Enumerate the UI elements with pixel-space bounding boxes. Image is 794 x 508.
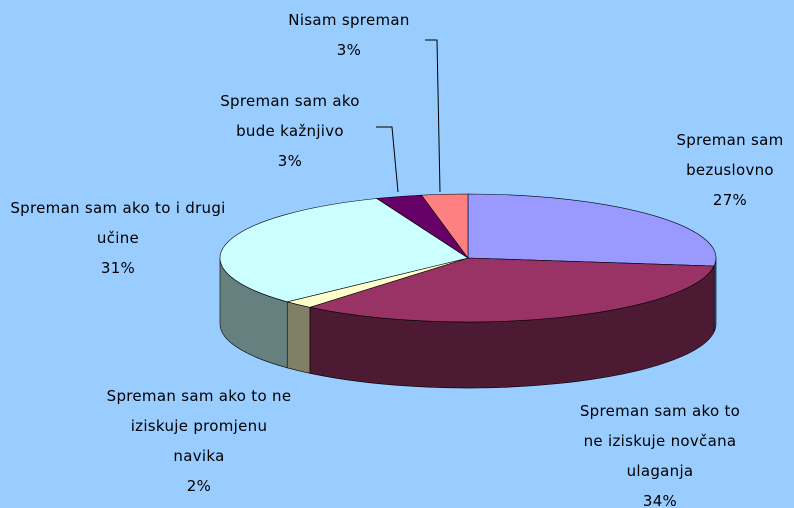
slice [420,193,469,259]
label-value: 3% [336,41,362,59]
slice [219,198,469,303]
label-text: Spreman sam bezuslovno [676,131,784,179]
label-text: Spreman sam ako to i drugi učine [10,199,226,247]
label-value: 34% [642,492,678,508]
slice [467,193,717,267]
slice [308,257,715,323]
leader-line [425,39,441,193]
slice-side [286,301,311,374]
label-text: Spreman sam ako to ne iziskuje promjenu … [106,387,292,465]
slice-label: Nisam spreman 3% [264,5,434,65]
slice-label: Spreman sam ako to i drugi učine 31% [8,193,228,283]
label-value: 3% [277,152,303,170]
slice-label: Spreman sam ako to ne iziskuje promjenu … [94,381,304,501]
slice-label: Spreman sam ako to ne iziskuje novčana u… [555,396,765,508]
pie [219,193,717,389]
label-text: Spreman sam ako bude kažnjivo [220,92,360,140]
slice-label: Spreman sam bezuslovno 27% [650,125,794,215]
label-value: 27% [712,191,748,209]
label-text: Nisam spreman [288,11,410,29]
slice-label: Spreman sam ako bude kažnjivo 3% [195,86,385,176]
label-text: Spreman sam ako to ne iziskuje novčana u… [579,402,741,480]
leader-line [376,126,399,193]
label-value: 31% [100,259,136,277]
label-value: 2% [186,477,212,495]
